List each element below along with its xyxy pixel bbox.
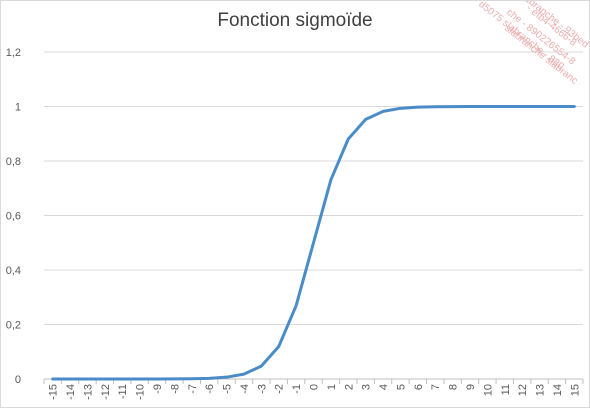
x-tick-label: -9 (152, 384, 164, 394)
x-tick-label: 5 (395, 384, 407, 390)
data-point (468, 105, 471, 108)
x-tick-label: 7 (430, 384, 442, 390)
data-point (208, 377, 211, 380)
x-tick-label: 2 (343, 384, 355, 390)
x-tick-label: -12 (100, 384, 112, 400)
data-point (121, 377, 124, 380)
x-tick-label: 11 (500, 384, 512, 395)
data-point (242, 373, 245, 376)
x-tick-label: -15 (48, 384, 60, 400)
y-tick-label: 0,4 (6, 265, 21, 277)
y-tick-label: 0,8 (6, 156, 21, 168)
x-tick-label: -6 (204, 384, 216, 394)
x-tick-label: -3 (256, 384, 268, 394)
x-tick-label: 1 (326, 384, 338, 390)
data-point (399, 107, 402, 110)
y-tick-label: 0 (15, 374, 21, 386)
data-point (364, 118, 367, 121)
x-tick-label: -13 (82, 384, 94, 400)
x-tick-label: -11 (117, 384, 129, 399)
data-point (86, 377, 89, 380)
x-tick-label: -14 (65, 384, 77, 400)
x-tick-label: 3 (361, 384, 373, 390)
data-point (538, 105, 541, 108)
data-point (503, 105, 506, 108)
data-point (573, 105, 576, 108)
x-tick-label: 15 (569, 384, 581, 396)
x-tick-label: -5 (222, 384, 234, 394)
x-tick-label: 6 (413, 384, 425, 390)
data-point (434, 105, 437, 108)
chart-title: Fonction sigmoïde (217, 10, 373, 31)
y-tick-label: 1,2 (6, 47, 21, 59)
x-tick-label: 8 (448, 384, 460, 390)
y-tick-label: 0,6 (6, 211, 21, 223)
x-tick-label: 14 (552, 384, 564, 396)
x-tick-label: -4 (239, 384, 251, 394)
x-tick-label: 10 (482, 384, 494, 396)
x-tick-label: 0 (309, 384, 321, 390)
data-point (451, 105, 454, 108)
data-point (51, 377, 54, 380)
data-point (555, 105, 558, 108)
data-point (173, 377, 176, 380)
x-tick-label: 9 (465, 384, 477, 390)
data-point (225, 376, 228, 379)
x-tick-label: -2 (274, 384, 286, 394)
data-point (329, 178, 332, 181)
x-tick-label: -1 (291, 384, 303, 394)
x-tick-label: -8 (169, 384, 181, 394)
data-point (521, 105, 524, 108)
x-tick-label: 4 (378, 384, 390, 390)
data-point (156, 377, 159, 380)
data-point (486, 105, 489, 108)
data-point (347, 137, 350, 140)
data-point (260, 365, 263, 368)
data-point (138, 377, 141, 380)
y-tick-label: 0,2 (6, 320, 21, 332)
x-tick-label: 12 (517, 384, 529, 396)
data-point (190, 377, 193, 380)
data-point (312, 241, 315, 244)
data-point (103, 377, 106, 380)
x-tick-label: 13 (535, 384, 547, 396)
data-point (295, 304, 298, 307)
data-point (416, 106, 419, 109)
data-point (69, 377, 72, 380)
data-point (382, 110, 385, 113)
y-tick-label: 1 (15, 102, 21, 114)
sigmoid-line (51, 105, 576, 381)
data-point (277, 345, 280, 348)
x-tick-label: -10 (135, 384, 147, 400)
x-tick-label: -7 (187, 384, 199, 394)
